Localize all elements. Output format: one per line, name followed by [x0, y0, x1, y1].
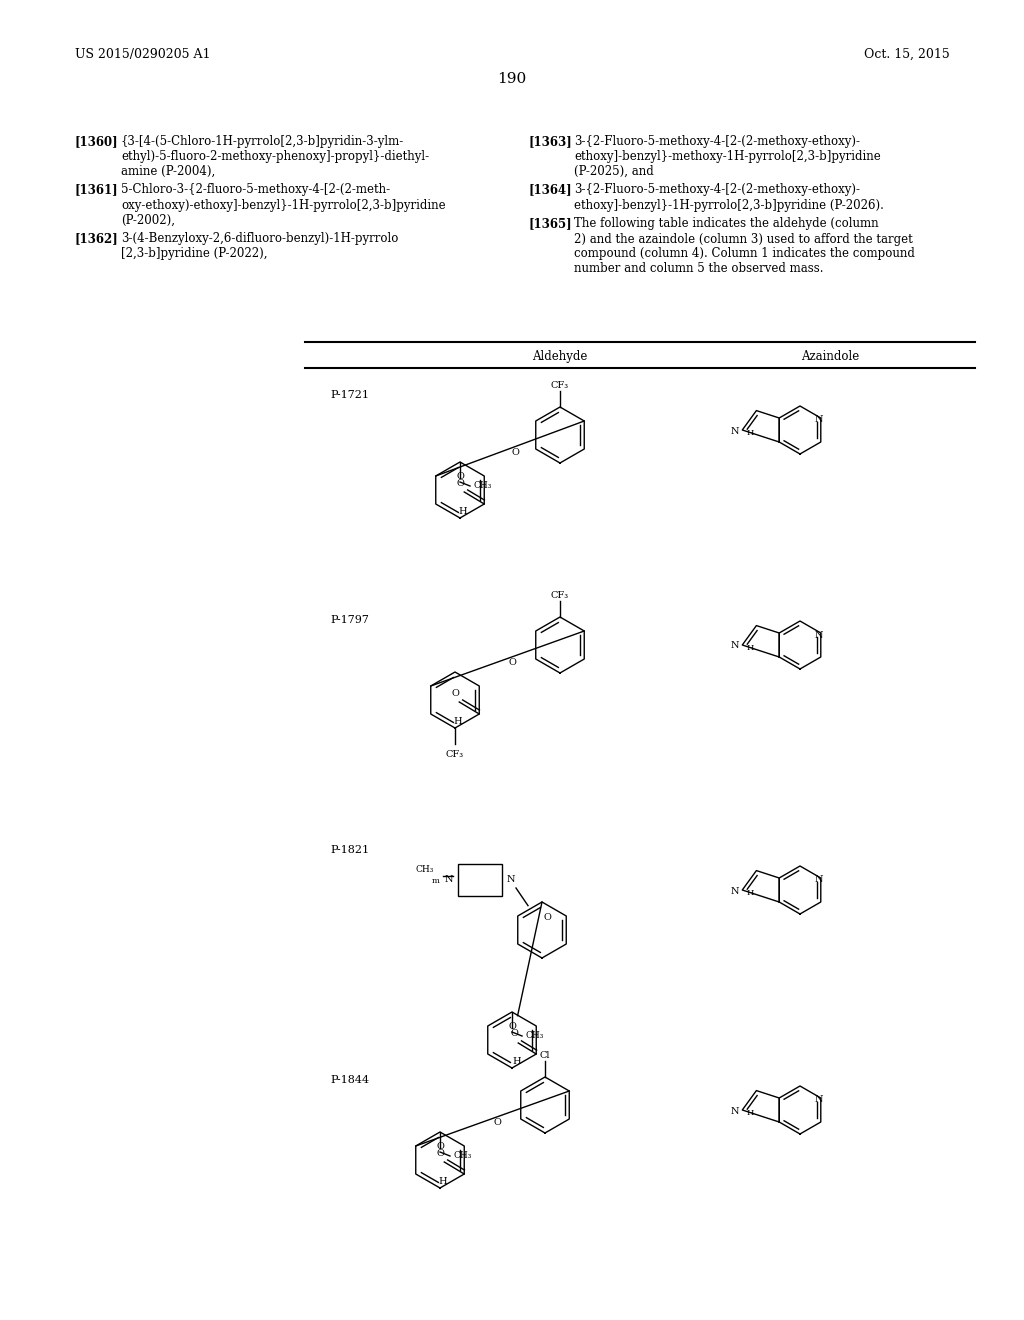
Text: m: m	[432, 876, 440, 884]
Text: Aldehyde: Aldehyde	[532, 350, 588, 363]
Text: Cl: Cl	[540, 1051, 550, 1060]
Text: P-1844: P-1844	[330, 1074, 369, 1085]
Text: N: N	[731, 426, 739, 436]
Text: N: N	[814, 416, 823, 425]
Text: {3-[4-(5-Chloro-1H-pyrrolo[2,3-b]pyridin-3-ylm-
ethyl)-5-fluoro-2-methoxy-phenox: {3-[4-(5-Chloro-1H-pyrrolo[2,3-b]pyridin…	[121, 135, 429, 178]
Text: 190: 190	[498, 73, 526, 86]
Text: CH₃: CH₃	[416, 866, 434, 874]
Text: H: H	[746, 888, 754, 898]
Text: [1362]: [1362]	[75, 232, 119, 246]
Text: N: N	[507, 875, 515, 884]
Text: 5-Chloro-3-{2-fluoro-5-methoxy-4-[2-(2-meth-
oxy-ethoxy)-ethoxy]-benzyl}-1H-pyrr: 5-Chloro-3-{2-fluoro-5-methoxy-4-[2-(2-m…	[121, 183, 445, 227]
Text: N: N	[444, 875, 453, 884]
Text: H: H	[458, 507, 467, 516]
Text: H: H	[453, 718, 462, 726]
Text: H: H	[512, 1057, 520, 1067]
Text: [1363]: [1363]	[528, 135, 571, 148]
Text: CH₃: CH₃	[454, 1151, 472, 1160]
Text: O: O	[494, 1118, 502, 1127]
Text: US 2015/0290205 A1: US 2015/0290205 A1	[75, 48, 211, 61]
Text: N: N	[731, 1106, 739, 1115]
Text: N: N	[731, 642, 739, 651]
Text: O: O	[436, 1142, 444, 1151]
Text: CF₃: CF₃	[551, 380, 569, 389]
Text: [1365]: [1365]	[528, 218, 571, 231]
Text: CF₃: CF₃	[551, 590, 569, 599]
Text: O: O	[510, 1030, 518, 1039]
Text: H: H	[746, 1109, 754, 1117]
Text: H: H	[438, 1177, 446, 1187]
Text: N: N	[814, 875, 823, 884]
Text: [1360]: [1360]	[75, 135, 119, 148]
Text: 3-{2-Fluoro-5-methoxy-4-[2-(2-methoxy-ethoxy)-
ethoxy]-benzyl}-1H-pyrrolo[2,3-b]: 3-{2-Fluoro-5-methoxy-4-[2-(2-methoxy-et…	[574, 183, 884, 211]
Text: O: O	[457, 479, 464, 487]
Text: P-1721: P-1721	[330, 389, 369, 400]
Text: Oct. 15, 2015: Oct. 15, 2015	[864, 48, 950, 61]
Text: Azaindole: Azaindole	[801, 350, 859, 363]
Text: O: O	[509, 657, 516, 667]
Text: [1361]: [1361]	[75, 183, 119, 197]
Text: N: N	[731, 887, 739, 895]
Text: N: N	[814, 631, 823, 639]
Text: H: H	[746, 644, 754, 652]
Bar	[458, 865, 502, 896]
Text: 3-(4-Benzyloxy-2,6-difluoro-benzyl)-1H-pyrrolo
[2,3-b]pyridine (P-2022),: 3-(4-Benzyloxy-2,6-difluoro-benzyl)-1H-p…	[121, 232, 398, 260]
Text: CH₃: CH₃	[526, 1031, 545, 1040]
Text: N: N	[814, 1096, 823, 1105]
Text: 3-{2-Fluoro-5-methoxy-4-[2-(2-methoxy-ethoxy)-
ethoxy]-benzyl}-methoxy-1H-pyrrol: 3-{2-Fluoro-5-methoxy-4-[2-(2-methoxy-et…	[574, 135, 881, 178]
Text: O: O	[452, 689, 459, 697]
Text: CH₃: CH₃	[474, 482, 493, 491]
Text: O: O	[456, 473, 464, 480]
Text: CF₃: CF₃	[445, 750, 464, 759]
Text: [1364]: [1364]	[528, 183, 571, 197]
Text: P-1821: P-1821	[330, 845, 369, 855]
Text: H: H	[746, 429, 754, 437]
Text: P-1797: P-1797	[330, 615, 369, 624]
Text: O: O	[511, 447, 519, 457]
Text: O: O	[508, 1022, 516, 1031]
Text: O: O	[436, 1148, 444, 1158]
Text: The following table indicates the aldehyde (column
2) and the azaindole (column : The following table indicates the aldehy…	[574, 218, 914, 276]
Text: O: O	[543, 912, 551, 921]
